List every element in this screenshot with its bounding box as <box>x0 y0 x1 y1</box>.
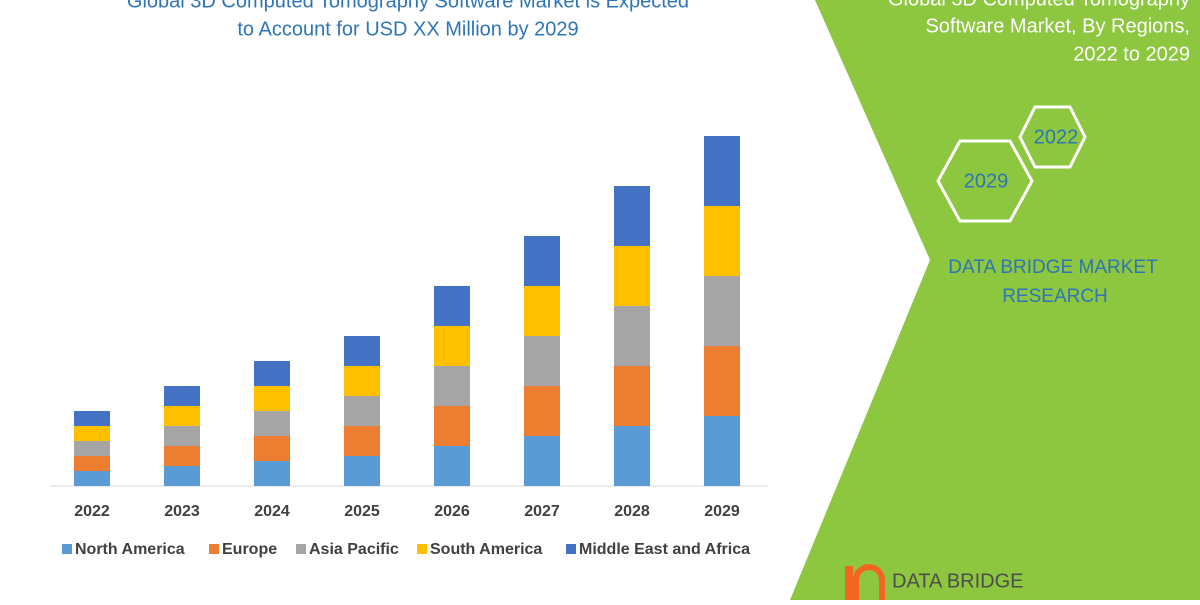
legend-label: Europe <box>222 541 277 558</box>
x-tick-label: 2027 <box>524 503 560 520</box>
legend-label: North America <box>75 541 185 558</box>
bar-segment <box>434 406 470 446</box>
x-tick-label: 2024 <box>254 503 290 520</box>
bar-segment <box>164 466 200 486</box>
hexagon <box>936 139 1034 223</box>
x-tick-label: 2026 <box>434 503 470 520</box>
brand: RESEARCH <box>1002 286 1108 307</box>
side-title: 2022 to 2029 <box>1073 43 1190 65</box>
bar-segment <box>74 441 110 456</box>
bar-segment <box>164 426 200 446</box>
bar-segment <box>74 456 110 471</box>
bar-segment <box>524 286 560 336</box>
legend-label: Middle East and Africa <box>579 541 750 558</box>
chart-title: Global 3D Computed Tomography Software M… <box>127 0 689 12</box>
legend-swatch <box>417 544 427 554</box>
bar-segment <box>704 346 740 416</box>
hexagon-label: 2022 <box>1034 126 1079 148</box>
bar-segment <box>254 386 290 411</box>
bar-segment <box>344 426 380 456</box>
bar-segment <box>254 461 290 486</box>
bar-segment <box>164 386 200 406</box>
bar-segment <box>434 446 470 486</box>
bar-segment <box>704 206 740 276</box>
hexagon <box>1018 105 1087 169</box>
chart-title: to Account for USD XX Million by 2029 <box>237 18 578 40</box>
bar-segment <box>74 426 110 441</box>
bar-segment <box>704 136 740 206</box>
bar-segment <box>614 426 650 486</box>
bar-segment <box>524 236 560 286</box>
bar-segment <box>74 471 110 486</box>
hexagon-label: 2029 <box>964 170 1009 192</box>
bar-segment <box>74 411 110 426</box>
bar-segment <box>344 396 380 426</box>
bar-segment <box>254 436 290 461</box>
bar-segment <box>614 246 650 306</box>
x-tick-label: 2023 <box>164 503 200 520</box>
x-tick-label: 2022 <box>74 503 110 520</box>
bar-segment <box>254 411 290 436</box>
legend-swatch <box>296 544 306 554</box>
x-tick-label: 2028 <box>614 503 650 520</box>
bar-segment <box>344 366 380 396</box>
bar-segment <box>164 446 200 466</box>
x-tick-label: 2029 <box>704 503 740 520</box>
bar-segment <box>704 416 740 486</box>
brand: DATA BRIDGE MARKET <box>948 257 1158 278</box>
bar-segment <box>434 366 470 406</box>
logo-text: DATA BRIDGE <box>892 570 1024 592</box>
bar-segment <box>254 361 290 386</box>
bar-segment <box>614 186 650 246</box>
bar-segment <box>614 366 650 426</box>
side-title: Software Market, By Regions, <box>925 15 1190 37</box>
bar-segment <box>344 336 380 366</box>
legend-label: Asia Pacific <box>309 541 399 558</box>
x-tick-label: 2025 <box>344 503 380 520</box>
side-panel-bg <box>790 0 1200 600</box>
side-title: Global 3D Computed Tomography <box>888 0 1190 10</box>
legend-swatch <box>566 544 576 554</box>
legend-swatch <box>209 544 219 554</box>
bar-segment <box>164 406 200 426</box>
legend-label: South America <box>430 541 542 558</box>
bar-segment <box>434 286 470 326</box>
bar-segment <box>344 456 380 486</box>
legend-swatch <box>62 544 72 554</box>
bar-segment <box>614 306 650 366</box>
bar-segment <box>524 436 560 486</box>
bar-segment <box>704 276 740 346</box>
bar-segment <box>524 336 560 386</box>
logo-icon <box>845 564 885 600</box>
bar-segment <box>434 326 470 366</box>
bar-segment <box>524 386 560 436</box>
